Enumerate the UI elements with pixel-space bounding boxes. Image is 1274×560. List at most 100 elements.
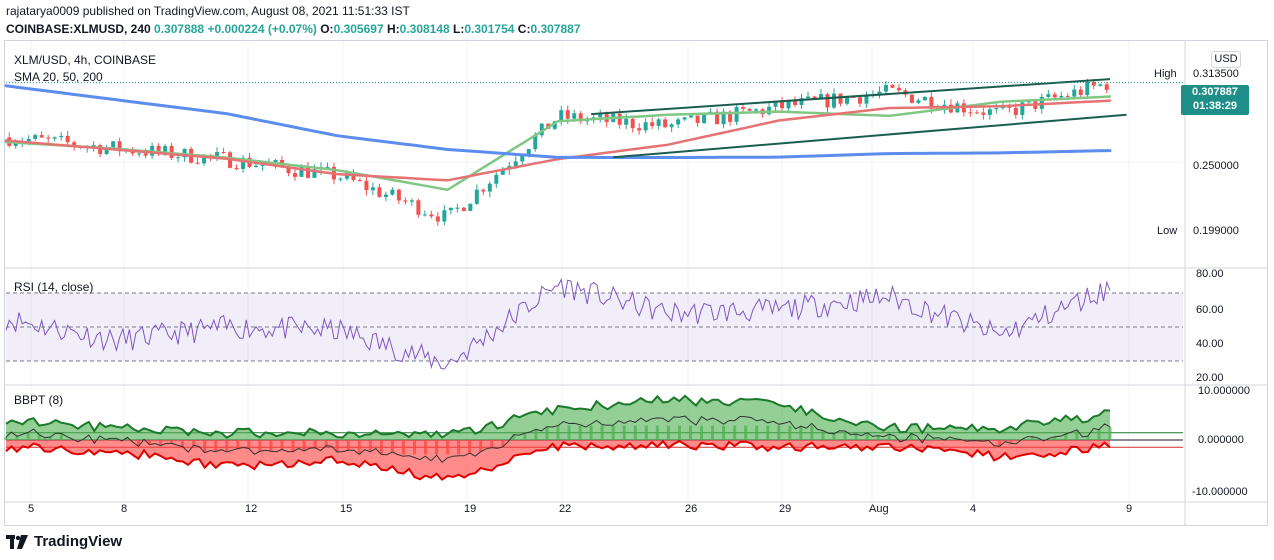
candle-body xyxy=(351,173,356,181)
candle-body xyxy=(468,203,473,211)
candle-body xyxy=(137,153,142,155)
x-tick: 9 xyxy=(1126,503,1133,515)
candle-body xyxy=(325,166,330,168)
candle-body xyxy=(825,94,830,108)
symbol-quote-line: COINBASE:XLMUSD, 240 0.307888 +0.000224 … xyxy=(6,22,581,36)
candle-body xyxy=(111,141,116,148)
candle-body xyxy=(793,100,798,105)
candle-body xyxy=(1072,89,1077,97)
low-value: 0.301754 xyxy=(464,22,515,36)
candle-body xyxy=(273,160,278,164)
candle-body xyxy=(682,117,687,120)
low-tag-value: 0.199000 xyxy=(1193,225,1239,237)
candle-body xyxy=(1065,95,1070,97)
bbpt-bear-area xyxy=(6,440,1110,480)
candle-body xyxy=(1098,84,1103,86)
rsi-tick-40: 40.00 xyxy=(1196,338,1224,350)
candle-body xyxy=(838,93,843,104)
open-value: 0.305697 xyxy=(333,22,384,36)
candle-body xyxy=(474,189,479,204)
candle-body xyxy=(292,173,297,177)
last-price-tag: 0.307887 01:38:29 xyxy=(1181,85,1249,115)
x-tick: 19 xyxy=(464,503,477,515)
candle-body xyxy=(994,108,999,110)
candle-body xyxy=(390,189,395,195)
candle-body xyxy=(799,98,804,105)
candle-body xyxy=(442,210,447,222)
low-tag-label: Low xyxy=(1157,225,1178,237)
candle-body xyxy=(435,216,440,222)
candle-body xyxy=(520,155,525,162)
candle-body xyxy=(1059,95,1064,98)
candle-body xyxy=(195,162,200,164)
candle-body xyxy=(299,166,304,177)
candle-body xyxy=(669,124,674,128)
candle-body xyxy=(487,183,492,192)
candle-body xyxy=(857,97,862,104)
candle-body xyxy=(578,113,583,122)
candle-body xyxy=(650,122,655,126)
candle-body xyxy=(143,153,148,156)
candle-body xyxy=(33,135,38,139)
candle-body xyxy=(630,118,635,129)
rsi-tick-60: 60.00 xyxy=(1196,304,1224,316)
candle-body xyxy=(455,207,460,209)
currency-button[interactable]: USD xyxy=(1211,51,1241,68)
tradingview-brand: TradingView xyxy=(34,533,123,550)
candle-body xyxy=(734,107,739,122)
x-tick: 4 xyxy=(970,503,977,515)
rsi-tick-80: 80.00 xyxy=(1196,268,1224,280)
tradingview-logo[interactable]: TradingView xyxy=(6,533,122,550)
candle-body xyxy=(254,165,259,168)
candle-body xyxy=(741,107,746,109)
symbol-label: COINBASE:XLMUSD, 240 xyxy=(6,22,151,36)
candle-body xyxy=(851,96,856,98)
candle-body xyxy=(1052,94,1057,98)
candle-body xyxy=(241,157,246,169)
candle-body xyxy=(896,87,901,91)
candle-body xyxy=(819,94,824,99)
candle-body xyxy=(234,167,239,169)
candle-body xyxy=(643,122,648,131)
candle-body xyxy=(728,111,733,122)
candle-body xyxy=(533,135,538,150)
candle-body xyxy=(689,115,694,118)
candle-body xyxy=(72,142,77,147)
sma-indicator-title: SMA 20, 50, 200 xyxy=(14,70,103,84)
candle-body xyxy=(176,157,181,159)
candle-body xyxy=(429,214,434,217)
last-value: 0.307888 xyxy=(154,22,205,36)
channel-lower-line xyxy=(613,113,1127,159)
candle-body xyxy=(448,207,453,211)
candle-body xyxy=(65,135,70,143)
candle-body xyxy=(617,113,622,125)
candle-body xyxy=(52,137,57,139)
candle-body xyxy=(773,101,778,107)
candle-body xyxy=(286,166,291,174)
candle-body xyxy=(559,110,564,122)
candle-body xyxy=(1091,81,1096,86)
candle-body xyxy=(526,149,531,156)
x-tick: 29 xyxy=(779,503,792,515)
candle-body xyxy=(26,138,31,142)
candle-body xyxy=(312,169,317,178)
candle-body xyxy=(409,200,414,202)
candle-body xyxy=(981,112,986,115)
candle-body xyxy=(416,200,421,215)
price-pane xyxy=(4,78,1183,227)
candle-body xyxy=(1078,89,1083,96)
bbpt-pane-title: BBPT (8) xyxy=(14,393,64,407)
candle-body xyxy=(565,110,570,119)
candle-body xyxy=(396,189,401,201)
candle-body xyxy=(637,128,642,131)
candle-body xyxy=(461,207,466,211)
candle-body xyxy=(383,194,388,197)
candle-body xyxy=(695,115,700,124)
publisher-line: rajatarya0009 published on TradingView.c… xyxy=(6,4,410,18)
chart-canvas[interactable] xyxy=(0,0,1274,530)
candle-body xyxy=(202,154,207,164)
candle-body xyxy=(104,147,109,155)
channel-upper-line xyxy=(591,78,1111,116)
bbpt-bear-line xyxy=(5,439,1111,481)
price-tick-mid: 0.250000 xyxy=(1193,160,1239,172)
